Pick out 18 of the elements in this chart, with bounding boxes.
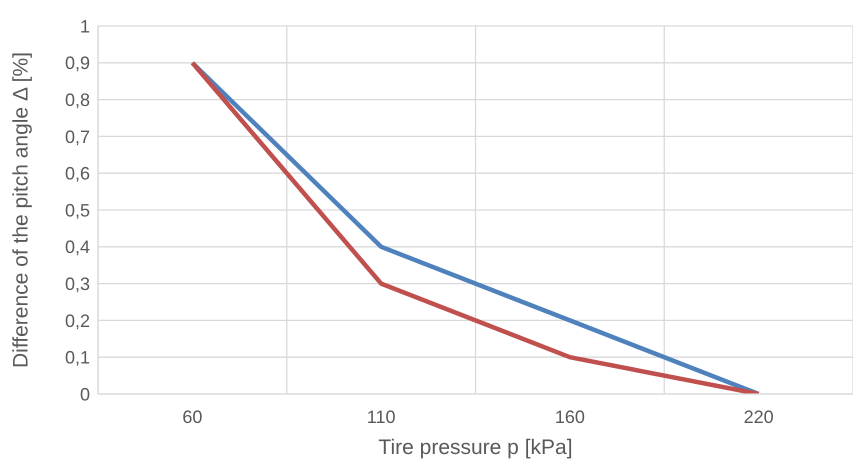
y-tick-label: 0,9 <box>64 53 90 74</box>
y-tick-label: 0,7 <box>64 126 90 147</box>
x-tick-label: 60 <box>182 406 202 427</box>
y-tick-label: 0,3 <box>64 274 90 294</box>
y-tick-label: 0,4 <box>64 237 90 258</box>
x-tick-label: 160 <box>554 406 585 427</box>
y-tick-label: 0,5 <box>64 200 90 220</box>
y-tick-label: 0 <box>80 384 90 404</box>
x-tick-label: 220 <box>744 406 774 427</box>
y-tick-label: 0,8 <box>64 90 90 110</box>
y-tick-label: 0,6 <box>64 164 90 184</box>
y-axis-title: Difference of the pitch angle Δ [%] <box>9 52 32 368</box>
x-tick-label: 110 <box>366 406 396 427</box>
y-tick-label: 0,1 <box>64 348 90 368</box>
x-axis-title: Tire pressure p [kPa] <box>378 436 573 459</box>
line-series <box>190 60 761 394</box>
y-tick-label: 0,2 <box>64 310 90 331</box>
y-tick-label: 1 <box>80 16 90 36</box>
